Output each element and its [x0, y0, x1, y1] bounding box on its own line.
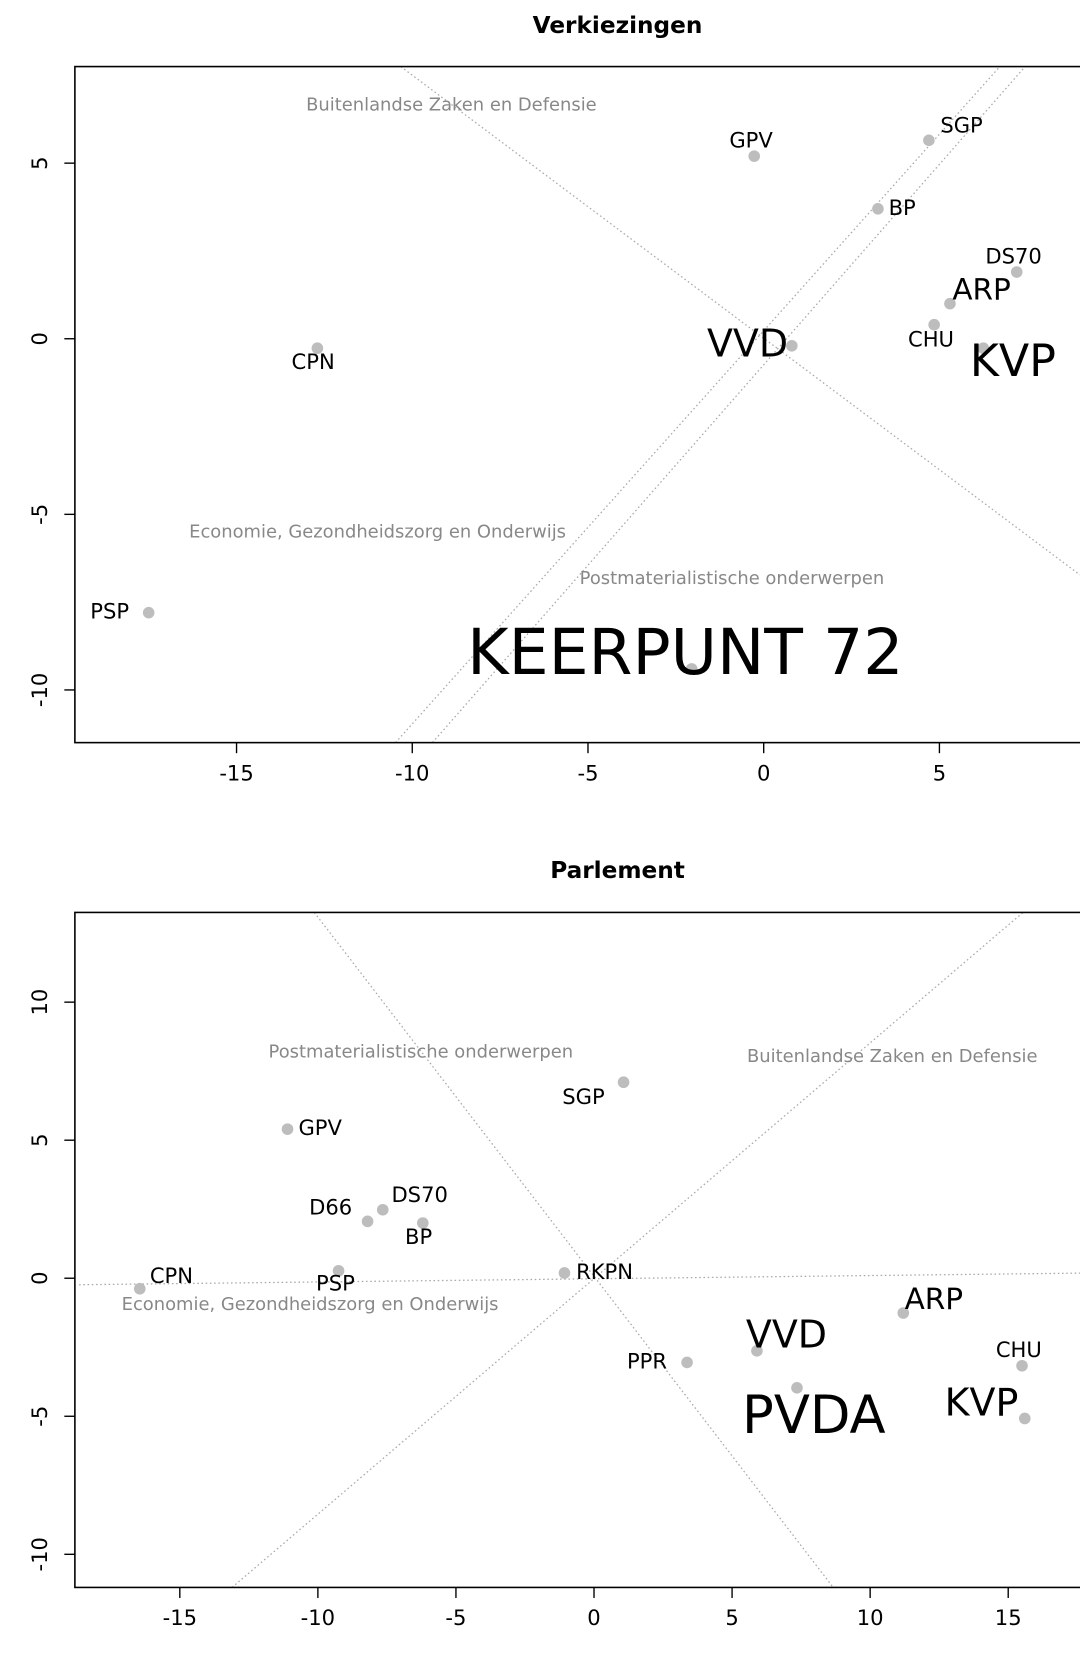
annotation: Buitenlandse Zaken en Defensie — [306, 95, 597, 116]
point — [751, 1345, 763, 1357]
point — [142, 606, 155, 619]
point — [417, 1217, 429, 1229]
point — [977, 342, 990, 355]
point-label: ARP — [905, 1282, 964, 1316]
point-label: PSP — [316, 1270, 355, 1295]
point — [1010, 266, 1023, 278]
point-label: CHU — [996, 1337, 1042, 1362]
y-tick-label: -5 — [27, 504, 52, 525]
point — [332, 1264, 345, 1277]
chart-title: Parlement — [550, 857, 685, 884]
point-label: PSP — [90, 599, 129, 624]
x-tick-label: -15 — [163, 1605, 197, 1630]
guide-line — [231, 911, 1024, 1588]
point — [376, 1203, 389, 1216]
x-tick-label: -5 — [445, 1605, 466, 1630]
point-label: ARP — [952, 272, 1011, 306]
point — [928, 318, 940, 331]
point — [1016, 1359, 1028, 1372]
x-tick-label: -15 — [219, 760, 253, 785]
point-label: CHU — [908, 327, 954, 352]
annotation: Postmaterialistische onderwerpen — [269, 1042, 574, 1063]
x-tick-label: 10 — [857, 1605, 884, 1630]
x-tick-label: 0 — [757, 760, 770, 785]
x-tick-label: -10 — [395, 760, 429, 785]
plot-frame — [74, 911, 1080, 1589]
point-label: CPN — [150, 1263, 193, 1288]
point-label: SGP — [940, 113, 982, 138]
point-label: KEERPUNT 72 — [467, 615, 903, 689]
x-tick-label: 5 — [933, 760, 946, 785]
point — [361, 1215, 374, 1228]
point-label: GPV — [729, 127, 773, 152]
point-label: VVD — [746, 1313, 827, 1357]
point-label: BP — [405, 1224, 432, 1249]
point — [685, 663, 698, 675]
point-label: SGP — [562, 1084, 604, 1109]
point-label: CPN — [292, 349, 335, 374]
guide-line — [313, 912, 834, 1588]
annotation: Postmaterialistische onderwerpen — [580, 568, 885, 589]
y-tick-label: 0 — [27, 332, 52, 345]
point — [281, 1123, 294, 1135]
chart-title: Verkiezingen — [533, 12, 703, 39]
point — [791, 1382, 803, 1394]
point — [133, 1282, 146, 1295]
y-tick-label: 5 — [27, 1133, 52, 1146]
point — [748, 150, 761, 162]
point — [617, 1076, 630, 1089]
point — [897, 1307, 910, 1319]
annotation: Economie, Gezondheidszorg en Onderwijs — [122, 1294, 499, 1315]
y-tick-label: -5 — [27, 1406, 52, 1427]
x-tick-label: -10 — [301, 1605, 335, 1630]
x-tick-label: 5 — [725, 1605, 738, 1630]
point-label: D66 — [309, 1195, 352, 1220]
x-tick-label: 15 — [995, 1605, 1022, 1630]
point-label: GPV — [298, 1115, 342, 1140]
point-label: PVDA — [742, 1385, 886, 1446]
point — [944, 297, 956, 310]
x-tick-label: 0 — [587, 1605, 600, 1630]
annotation: Buitenlandse Zaken en Defensie — [747, 1046, 1038, 1067]
point — [872, 203, 884, 215]
point-label: DS70 — [391, 1182, 447, 1207]
point-label: KVP — [970, 336, 1056, 387]
y-tick-label: -10 — [27, 673, 52, 707]
point-label: KVP — [945, 1380, 1019, 1424]
point-label: BP — [889, 195, 916, 220]
point — [681, 1356, 693, 1369]
point-label: RKPN — [576, 1259, 633, 1284]
y-tick-label: -10 — [27, 1537, 52, 1571]
y-tick-label: 10 — [27, 989, 52, 1016]
point-label: VVD — [707, 321, 788, 365]
guide-line — [395, 66, 1001, 744]
x-tick-label: -5 — [577, 760, 598, 785]
point-label: PPR — [627, 1348, 667, 1373]
point-label: DS70 — [985, 243, 1041, 268]
point — [923, 134, 935, 147]
point — [1018, 1412, 1031, 1425]
point — [786, 339, 798, 352]
y-tick-label: 5 — [27, 156, 52, 169]
annotation: Economie, Gezondheidszorg en Onderwijs — [189, 522, 566, 543]
y-tick-label: 0 — [27, 1272, 52, 1285]
point — [311, 342, 324, 355]
point — [558, 1267, 571, 1279]
